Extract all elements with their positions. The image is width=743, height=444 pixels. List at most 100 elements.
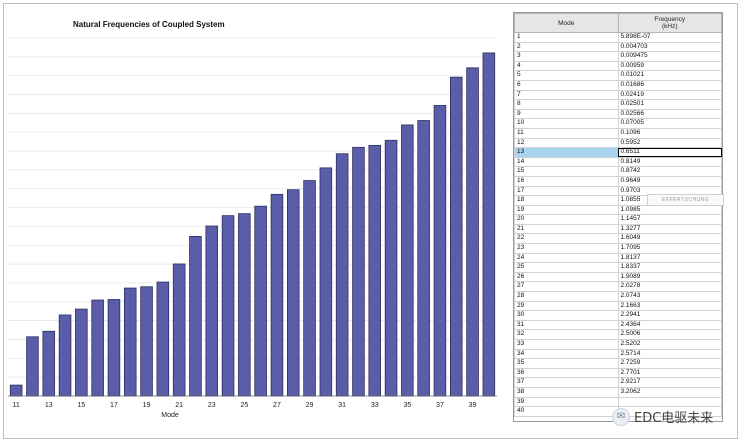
frequency-cell[interactable]: 0.009475 [617,51,722,62]
frequency-cell[interactable]: 2.7701 [617,367,722,379]
table-row[interactable]: 23 1.7095 [514,243,722,254]
mode-cell[interactable]: 24 [514,252,619,264]
mode-cell[interactable]: 27 [514,281,619,293]
table-row[interactable]: 7 0.02419 [514,89,722,101]
frequency-cell[interactable]: 2.1663 [617,300,722,312]
table-row[interactable]: 4 0.00959 [514,60,722,72]
table-row[interactable]: 31 2.4364 [514,319,722,331]
frequency-cell[interactable]: 1.1457 [617,214,722,225]
mode-cell[interactable]: 32 [514,329,619,340]
table-row[interactable]: 32 2.5006 [514,329,722,340]
table-row[interactable]: 11 0.1096 [514,127,722,139]
mode-cell[interactable]: 19 [514,204,619,216]
mode-cell[interactable]: 11 [514,127,619,139]
table-row[interactable]: 34 2.5714 [514,348,722,360]
frequency-cell[interactable]: 2.5714 [617,348,722,360]
mode-cell[interactable]: 10 [514,118,619,129]
table-row[interactable]: 22 1.6049 [514,233,722,245]
mode-cell[interactable]: 40 [514,406,619,417]
frequency-cell[interactable]: 2.0278 [617,281,722,293]
mode-cell[interactable]: 31 [514,319,619,331]
table-row[interactable]: 10 0.07005 [514,118,722,129]
mode-cell[interactable]: 30 [514,310,619,321]
frequency-cell[interactable]: 0.5952 [617,137,722,149]
mode-cell[interactable]: 8 [514,99,619,110]
frequency-cell[interactable]: 2.4364 [617,319,722,331]
table-row[interactable]: 19 1.0985 [514,204,722,216]
table-row[interactable]: 2 0.004703 [514,41,722,53]
table-row[interactable]: 16 0.9649 [514,175,722,187]
table-row[interactable]: 38 3.2062 [514,386,722,398]
table-row[interactable]: 13 0.6511 [514,147,722,158]
mode-cell[interactable]: 16 [514,175,619,187]
mode-cell[interactable]: 34 [514,348,619,360]
frequency-cell[interactable]: 2.5006 [617,329,722,340]
mode-cell[interactable]: 5 [514,70,619,81]
table-row[interactable]: 37 2.9217 [514,377,722,388]
frequency-cell[interactable]: 0.01021 [617,70,722,81]
frequency-cell[interactable]: 2.5202 [617,339,722,350]
mode-cell[interactable]: 15 [514,166,619,177]
frequency-cell[interactable]: 0.07005 [617,118,722,129]
table-row[interactable]: 21 1.3277 [514,223,722,235]
table-row[interactable]: 33 2.5202 [514,339,722,350]
table-row[interactable]: 14 0.8149 [514,156,722,168]
frequency-cell[interactable]: 3.2062 [617,386,722,398]
table-row[interactable]: 28 2.0743 [514,291,722,302]
table-row[interactable]: 29 2.1663 [514,300,722,312]
mode-cell[interactable]: 4 [514,60,619,72]
table-row[interactable]: 8 0.02501 [514,99,722,110]
table-row[interactable]: 27 2.0278 [514,281,722,293]
table-row[interactable]: 36 2.7701 [514,367,722,379]
mode-cell[interactable]: 36 [514,367,619,379]
frequency-cell[interactable]: 2.0743 [617,291,722,302]
mode-cell[interactable]: 18 [514,195,619,206]
mode-cell[interactable]: 37 [514,377,619,388]
mode-cell[interactable]: 22 [514,233,619,245]
frequency-cell[interactable]: 1.9089 [617,271,722,283]
mode-cell[interactable]: 12 [514,137,619,149]
mode-cell[interactable]: 39 [514,396,619,408]
frequency-cell[interactable]: 1.8137 [617,252,722,264]
table-row[interactable]: 5 0.01021 [514,70,722,81]
frequency-column-header[interactable]: Frequency (kHz) [617,13,722,33]
frequency-table[interactable]: Mode Frequency (kHz) 1 5.898E-07 2 0.004703… [513,12,723,422]
frequency-cell[interactable]: 0.004703 [617,41,722,53]
mode-cell[interactable]: 2 [514,41,619,53]
mode-cell[interactable]: 13 [514,147,619,158]
frequency-cell[interactable]: 0.8742 [617,166,722,177]
table-row[interactable]: 25 1.8337 [514,262,722,273]
mode-cell[interactable]: 7 [514,89,619,101]
mode-cell[interactable]: 26 [514,271,619,283]
mode-cell[interactable]: 20 [514,214,619,225]
mode-cell[interactable]: 14 [514,156,619,168]
mode-cell[interactable]: 17 [514,185,619,197]
mode-cell[interactable]: 1 [514,32,619,43]
frequency-cell[interactable]: 5.898E-07 [617,32,722,43]
mode-column-header[interactable]: Mode [514,13,619,33]
frequency-cell[interactable]: 0.6511 [617,147,722,158]
frequency-cell[interactable]: 2.9217 [617,377,722,388]
mode-cell[interactable]: 9 [514,108,619,120]
table-row[interactable]: 6 0.01686 [514,79,722,91]
mode-cell[interactable]: 28 [514,291,619,302]
mode-cell[interactable]: 3 [514,51,619,62]
mode-cell[interactable]: 33 [514,339,619,350]
frequency-cell[interactable]: 1.7095 [617,243,722,254]
table-row[interactable]: 26 1.9089 [514,271,722,283]
mode-cell[interactable]: 38 [514,386,619,398]
table-row[interactable]: 12 0.5952 [514,137,722,149]
table-row[interactable]: 9 0.02566 [514,108,722,120]
mode-cell[interactable]: 21 [514,223,619,235]
frequency-cell[interactable]: 0.1096 [617,127,722,139]
table-row[interactable]: 1 5.898E-07 [514,32,722,43]
frequency-cell[interactable]: 2.2941 [617,310,722,321]
frequency-cell[interactable]: 2.7259 [617,358,722,369]
mode-cell[interactable]: 25 [514,262,619,273]
table-row[interactable]: 20 1.1457 [514,214,722,225]
frequency-cell[interactable]: 0.00959 [617,60,722,72]
table-row[interactable]: 24 1.8137 [514,252,722,264]
frequency-cell[interactable]: 1.6049 [617,233,722,245]
table-row[interactable]: 39 [514,396,722,408]
table-row[interactable]: 30 2.2941 [514,310,722,321]
